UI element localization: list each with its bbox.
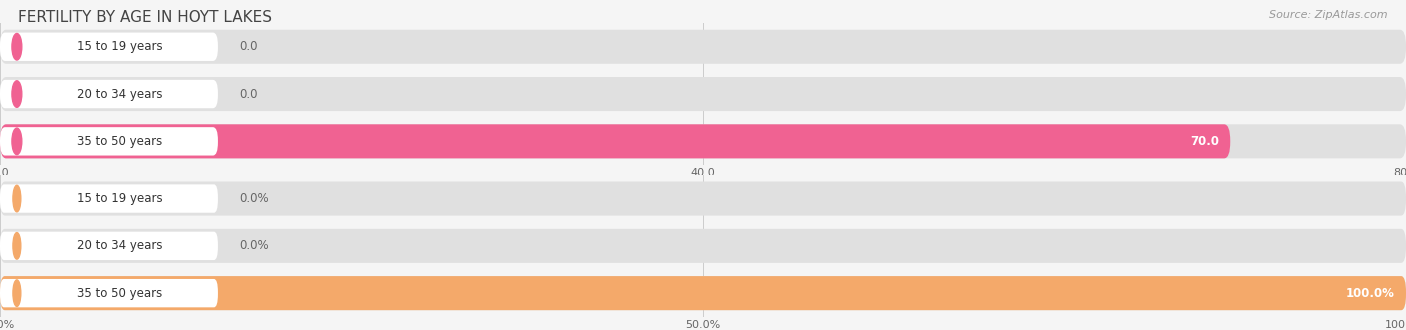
FancyBboxPatch shape [0, 182, 1406, 215]
Circle shape [11, 81, 22, 107]
Text: 35 to 50 years: 35 to 50 years [77, 287, 163, 300]
Text: 100.0%: 100.0% [1346, 287, 1395, 300]
FancyBboxPatch shape [0, 276, 1406, 310]
FancyBboxPatch shape [0, 279, 218, 307]
FancyBboxPatch shape [0, 276, 1406, 310]
Text: Source: ZipAtlas.com: Source: ZipAtlas.com [1270, 10, 1388, 20]
Text: 0.0%: 0.0% [239, 192, 269, 205]
FancyBboxPatch shape [0, 232, 218, 260]
Text: 0.0: 0.0 [239, 87, 257, 101]
FancyBboxPatch shape [0, 124, 1230, 158]
FancyBboxPatch shape [0, 184, 218, 213]
Text: 70.0: 70.0 [1189, 135, 1219, 148]
Circle shape [13, 280, 21, 307]
Circle shape [13, 233, 21, 259]
Text: 20 to 34 years: 20 to 34 years [77, 87, 163, 101]
FancyBboxPatch shape [0, 124, 1406, 158]
Text: 15 to 19 years: 15 to 19 years [77, 192, 163, 205]
Text: FERTILITY BY AGE IN HOYT LAKES: FERTILITY BY AGE IN HOYT LAKES [18, 10, 273, 25]
Text: 0.0: 0.0 [239, 40, 257, 53]
FancyBboxPatch shape [0, 127, 218, 155]
FancyBboxPatch shape [0, 80, 218, 108]
Text: 15 to 19 years: 15 to 19 years [77, 40, 163, 53]
Circle shape [13, 185, 21, 212]
FancyBboxPatch shape [0, 229, 1406, 263]
FancyBboxPatch shape [0, 77, 1406, 111]
Text: 0.0%: 0.0% [239, 239, 269, 252]
Circle shape [11, 128, 22, 155]
Circle shape [11, 33, 22, 60]
FancyBboxPatch shape [0, 30, 1406, 64]
Text: 20 to 34 years: 20 to 34 years [77, 239, 163, 252]
Text: 35 to 50 years: 35 to 50 years [77, 135, 163, 148]
FancyBboxPatch shape [0, 33, 218, 61]
